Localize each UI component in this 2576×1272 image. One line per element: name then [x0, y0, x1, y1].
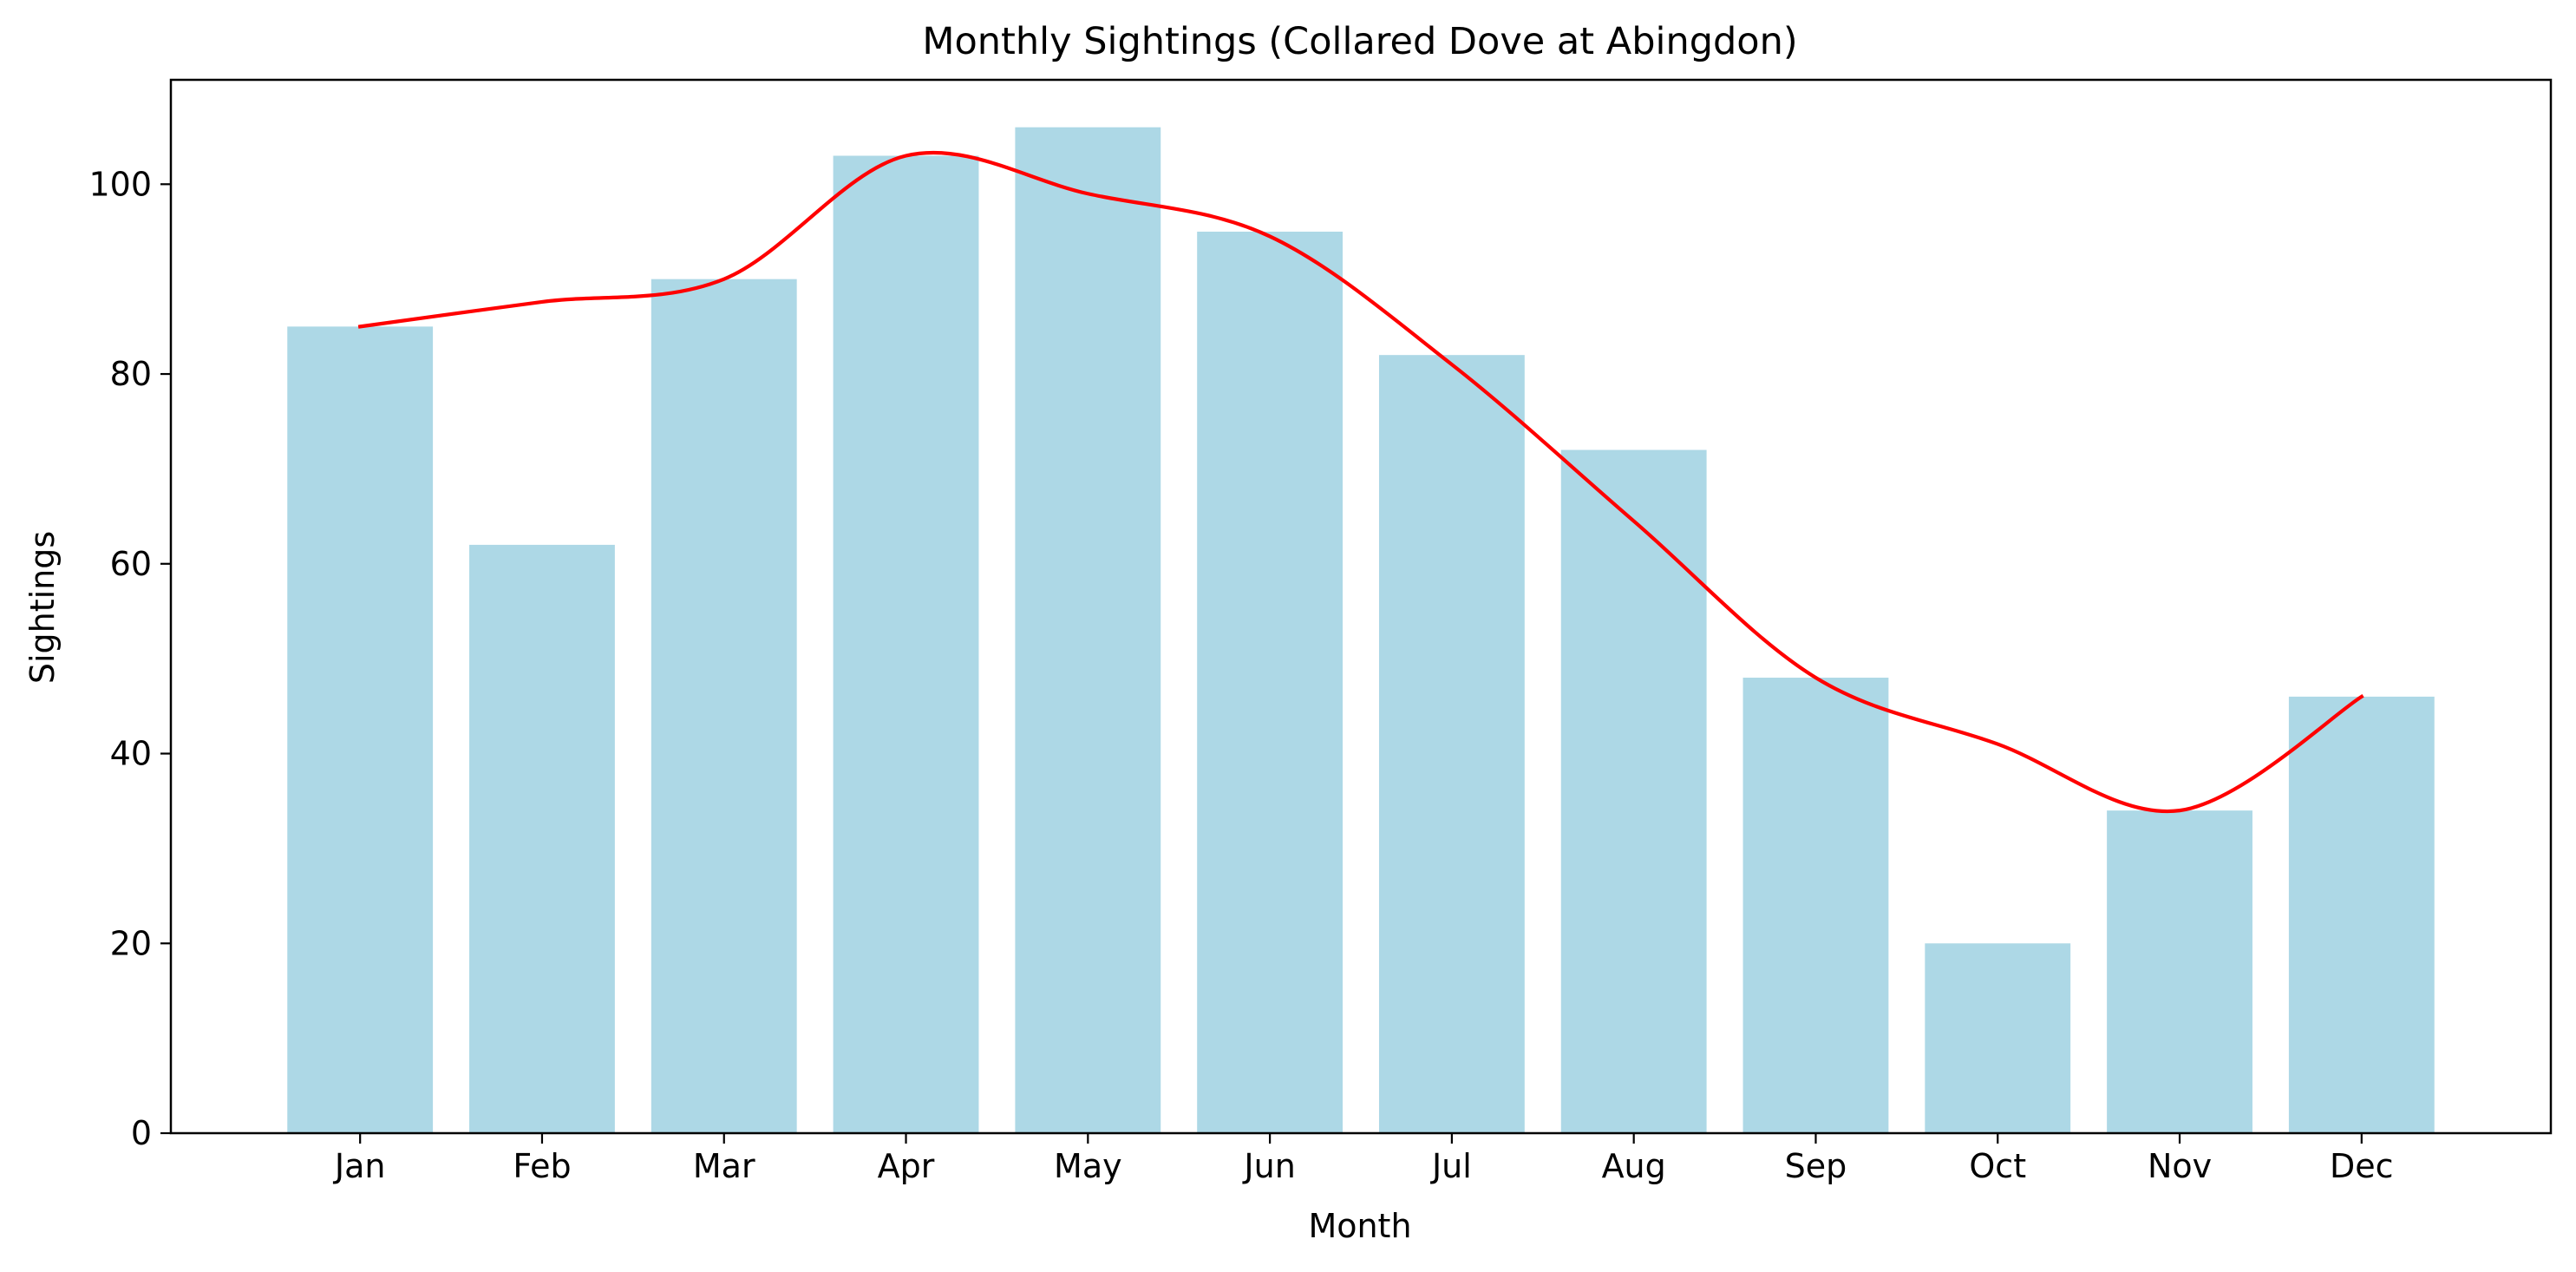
x-tick-label: Jul [1430, 1147, 1472, 1185]
bar-may [1015, 127, 1161, 1133]
x-tick-label: Mar [693, 1147, 755, 1185]
trend-line-group [357, 150, 2364, 814]
y-tick-label: 60 [110, 545, 152, 583]
y-tick-label: 20 [110, 924, 152, 962]
x-tick-label: Nov [2148, 1147, 2212, 1185]
y-tick-label: 100 [88, 165, 152, 203]
x-tick-label: Aug [1602, 1147, 1666, 1185]
axes-group [169, 78, 2553, 1135]
x-tick-label: Dec [2330, 1147, 2394, 1185]
bar-oct [1925, 943, 2071, 1133]
x-axis-ticks: Jan Feb Mar Apr May Jun Jul Aug Sep Oct Nov Dec [333, 1133, 2394, 1185]
bar-apr [833, 155, 979, 1134]
y-axis-ticks: 0 20 40 60 80 100 [88, 165, 171, 1152]
trend-line [357, 150, 2364, 814]
x-tick-label: Feb [513, 1147, 571, 1185]
x-tick-label: Jan [333, 1147, 386, 1185]
y-tick-label: 0 [131, 1114, 152, 1152]
bar-sep [1742, 678, 1889, 1133]
bars-group [287, 127, 2435, 1134]
chart-title: Monthly Sightings (Collared Dove at Abin… [922, 20, 1797, 63]
x-tick-label: Jun [1242, 1147, 1295, 1185]
bar-jun [1197, 231, 1344, 1134]
y-axis-label: Sightings [23, 531, 62, 684]
x-tick-label: Oct [1969, 1147, 2026, 1185]
x-tick-label: Apr [878, 1147, 935, 1185]
y-tick-label: 40 [110, 735, 152, 773]
bar-jul [1378, 355, 1525, 1134]
y-tick-label: 80 [110, 355, 152, 393]
bar-nov [2107, 810, 2252, 1133]
bar-feb [469, 544, 615, 1133]
x-axis-label: Month [1308, 1207, 1411, 1245]
bar-aug [1560, 449, 1707, 1133]
plot-frame [169, 78, 2553, 1135]
x-tick-label: Sep [1785, 1147, 1847, 1185]
x-tick-label: May [1054, 1147, 1122, 1185]
bar-mar [651, 279, 797, 1134]
bar-dec [2288, 696, 2435, 1133]
bar-jan [287, 326, 434, 1133]
